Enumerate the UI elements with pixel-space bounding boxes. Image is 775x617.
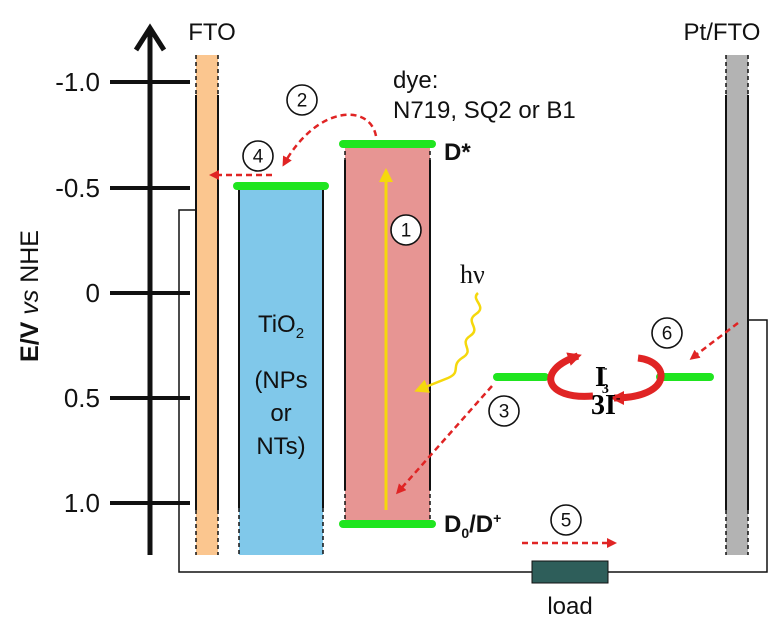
energy-axis: -1.0 -0.5 0 0.5 1.0 E/V vs NHE — [16, 23, 190, 555]
load-label: load — [547, 593, 592, 617]
ground-state-label: D0/D+ — [444, 510, 501, 541]
fto-layer — [196, 55, 218, 555]
pt-fto-electrode: Pt/FTO — [684, 19, 761, 555]
dye-layer: D* D0/D+ dye: N719, SQ2 or B1 — [339, 67, 576, 541]
tick-label: -0.5 — [55, 173, 100, 203]
step-marker-2: 2 — [286, 84, 318, 116]
redox-electrolyte: I3- 3I- — [493, 352, 714, 421]
light-label: hν — [460, 260, 485, 289]
pt-fto-label: Pt/FTO — [684, 19, 761, 46]
svg-text:5: 5 — [561, 511, 572, 532]
step-marker-5: 5 — [550, 504, 582, 536]
svg-text:1: 1 — [401, 221, 412, 242]
tio2-morphology-line3: NTs) — [256, 433, 305, 460]
svg-text:6: 6 — [662, 324, 673, 345]
tick-label: -1.0 — [55, 67, 100, 97]
axis-title: E/V vs NHE — [16, 230, 44, 362]
iodide-label: 3I- — [591, 390, 621, 421]
tick-label: 0.5 — [64, 383, 100, 413]
axis-arrowhead — [133, 23, 167, 52]
tio2-layer: TiO2 (NPs or NTs) — [233, 182, 329, 555]
load-resistor — [531, 560, 609, 584]
fto-electrode: FTO — [188, 19, 236, 555]
external-circuit-wire — [178, 209, 768, 573]
photon-wave-icon — [414, 292, 482, 393]
dye-label-line1: dye: — [393, 67, 438, 94]
pt-layer — [726, 55, 748, 555]
step-marker-1: 1 — [390, 214, 422, 246]
tio2-block — [239, 186, 323, 555]
tio2-morphology-line1: (NPs — [254, 367, 307, 394]
svg-text:2: 2 — [297, 91, 308, 112]
injection-arrow — [282, 113, 378, 167]
step-marker-6: 6 — [651, 317, 683, 349]
svg-text:3: 3 — [499, 402, 510, 423]
dye-label-line2: N719, SQ2 or B1 — [393, 97, 576, 124]
light-absorption: hν — [414, 260, 485, 393]
regeneration-arrow — [396, 385, 493, 495]
triiodide-label: I3- — [595, 361, 609, 397]
step-marker-4: 4 — [242, 140, 274, 172]
svg-text:4: 4 — [253, 147, 264, 168]
fto-label: FTO — [188, 19, 236, 46]
reduction-arrow — [547, 352, 594, 400]
step-marker-3: 3 — [488, 395, 520, 427]
oxidation-arrow — [610, 354, 665, 405]
tick-label: 0 — [86, 278, 100, 308]
tio2-morphology-line2: or — [270, 400, 291, 427]
excited-state-label: D* — [444, 139, 471, 166]
tick-label: 1.0 — [64, 488, 100, 518]
tio2-name: TiO2 — [258, 311, 304, 342]
